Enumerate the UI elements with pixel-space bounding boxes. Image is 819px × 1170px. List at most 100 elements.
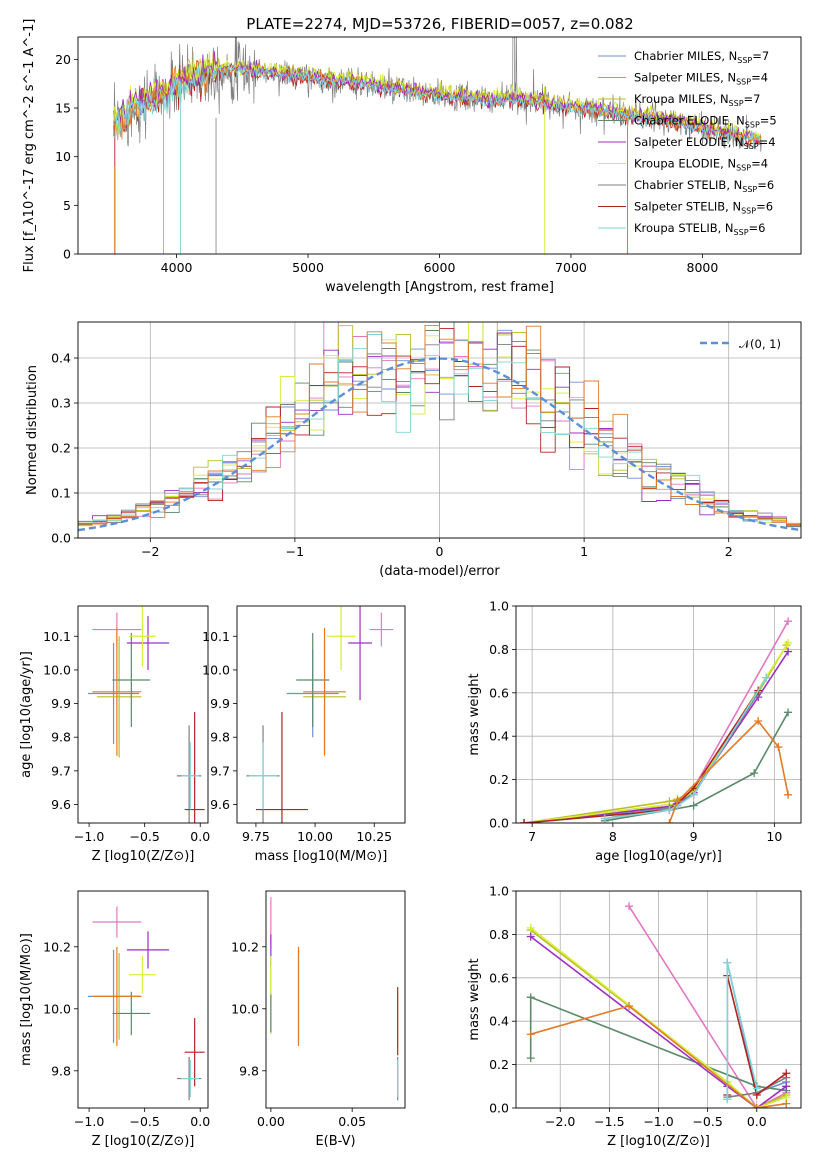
legend-label: 𝒩(0, 1) xyxy=(739,337,781,351)
y-tick-label: 0.6 xyxy=(489,970,509,985)
series-marker xyxy=(673,797,682,806)
y-tick-label: 0.2 xyxy=(51,441,71,456)
legend-label-tail: =5 xyxy=(760,114,777,128)
legend-label-base: Chabrier STELIB, N xyxy=(634,178,742,192)
legend-label-base: Salpeter ELODIE, N xyxy=(634,135,744,149)
y-tick-label: 20 xyxy=(55,52,71,67)
axes-frame xyxy=(236,605,406,824)
y-tick-label: 9.8 xyxy=(51,1063,71,1078)
x-tick-label: 9.75 xyxy=(242,829,270,844)
series-line xyxy=(628,905,787,1108)
legend-label: Salpeter STELIB, NSSP=6 xyxy=(634,200,773,216)
x-tick-label: 7000 xyxy=(555,260,587,275)
series-marker xyxy=(752,1104,761,1108)
errorbar-point xyxy=(129,956,156,994)
y-axis-label: mass weight xyxy=(467,958,482,1040)
plot-area-age-vs-mass xyxy=(246,606,394,823)
errorbar-point xyxy=(92,946,142,1046)
series-marker xyxy=(526,932,535,941)
y-tick-label: 10.0 xyxy=(231,1001,259,1016)
axes-residuals: −2 −1 0 1 2 0.0 0.1 0.2 0.3 0.4 (data-model)/error… xyxy=(25,321,802,579)
legend-label-base: Chabrier MILES, N xyxy=(634,49,737,63)
series-line xyxy=(523,642,789,823)
y-tick-label: 0.8 xyxy=(489,927,509,942)
axes-age-vs-Z: −1.0 −0.5 0.0 9.6 9.7 9.8 9.9 10.0 10.1 Z [log10(… xyxy=(19,605,210,864)
series-marker xyxy=(625,902,634,911)
y-tick-label: 0 xyxy=(63,247,71,262)
x-tick-label: 10.00 xyxy=(297,829,333,844)
axes-mass-weight-vs-Z: −2.0 −1.5 −1.0 −0.5 0.0 0.0 0.2 0.4 0.6 0.8 1.0 Z [… xyxy=(467,884,802,1149)
x-tick-label: 2 xyxy=(725,544,733,559)
legend-label-tail: =4 xyxy=(751,71,768,85)
y-tick-label: 0.0 xyxy=(489,816,509,831)
plot-area-mass-vs-Z xyxy=(88,906,205,1101)
errorbar-point xyxy=(126,616,170,670)
legend-label-tail: =7 xyxy=(752,49,769,63)
series-marker xyxy=(665,819,674,823)
y-tick-label: 9.6 xyxy=(210,797,230,812)
y-tick-label: 0.4 xyxy=(51,351,71,366)
errorbar-point xyxy=(92,627,142,756)
errorbar-point xyxy=(296,632,330,728)
errorbar-point xyxy=(88,643,140,744)
histogram-step xyxy=(78,334,801,538)
y-tick-label: 0.0 xyxy=(51,531,71,546)
x-axis-label: Z [log10(Z/Z⊙)] xyxy=(92,849,195,864)
errorbar-point xyxy=(112,632,151,728)
errorbar-point xyxy=(92,906,142,938)
errorbar-point xyxy=(303,627,346,756)
errorbar-point xyxy=(348,606,372,701)
series-marker xyxy=(520,819,529,823)
x-tick-label: 8 xyxy=(609,829,617,844)
legend-label-sub: SSP xyxy=(737,56,752,65)
errorbar-point xyxy=(248,742,278,810)
y-tick-label: 0.6 xyxy=(489,685,509,700)
y-tick-label: 9.9 xyxy=(51,696,71,711)
y-tick-label: 9.7 xyxy=(51,763,71,778)
legend-label: Kroupa MILES, NSSP=7 xyxy=(634,92,760,108)
series-marker xyxy=(526,993,535,1002)
gaussian-curve xyxy=(78,357,801,532)
y-tick-label: 10.1 xyxy=(43,629,71,644)
legend-label-base: Chabrier ELODIE, N xyxy=(634,114,745,128)
series-marker xyxy=(689,790,698,799)
series-marker xyxy=(784,790,793,799)
axes-frame xyxy=(77,321,802,539)
y-tick-label: 10.1 xyxy=(202,629,230,644)
axes-frame xyxy=(77,36,802,255)
axes-spectrum: 4000 5000 6000 7000 8000 0 5 10 15 20 wavelength [… xyxy=(22,19,802,295)
axes-frame xyxy=(77,605,209,824)
histogram-step xyxy=(78,324,801,538)
legend-label-sub: SSP xyxy=(742,185,757,194)
figure-title: PLATE=2274, MJD=53726, FIBERID=0057, z=0… xyxy=(246,15,633,33)
axes-frame xyxy=(515,605,802,824)
spectrum-data-line xyxy=(113,37,762,152)
plot-area-mass-weight-vs-Z xyxy=(526,902,791,1108)
legend-label: Chabrier ELODIE, NSSP=5 xyxy=(634,114,777,130)
series-line xyxy=(529,996,787,1092)
x-tick-label: 0.05 xyxy=(338,1114,366,1129)
y-tick-label: 0.3 xyxy=(51,396,71,411)
legend-label-sub: SSP xyxy=(734,228,749,237)
series-line xyxy=(523,644,788,823)
x-tick-label: 0 xyxy=(436,544,444,559)
x-tick-label: −0.5 xyxy=(692,1114,722,1129)
x-tick-label: −1.5 xyxy=(594,1114,624,1129)
x-axis-label: mass [log10(M/M⊙)] xyxy=(255,849,388,864)
x-tick-label: 0.0 xyxy=(190,829,210,844)
series-marker xyxy=(526,1030,535,1039)
errorbar-point xyxy=(369,612,394,647)
legend-label-tail: =4 xyxy=(759,135,776,149)
legend-label-sub: SSP xyxy=(736,78,751,87)
y-tick-label: 0.2 xyxy=(489,772,509,787)
series-line xyxy=(604,711,789,822)
series-marker xyxy=(784,638,793,647)
x-tick-label: 4000 xyxy=(161,260,193,275)
y-tick-label: 10.2 xyxy=(231,939,259,954)
series-marker xyxy=(762,673,771,682)
series-marker xyxy=(782,1069,791,1078)
y-axis-label: Flux [f_λ10^-17 erg cm^-2 s^-1 A^-1] xyxy=(22,19,37,273)
y-tick-label: 0.4 xyxy=(489,729,509,744)
